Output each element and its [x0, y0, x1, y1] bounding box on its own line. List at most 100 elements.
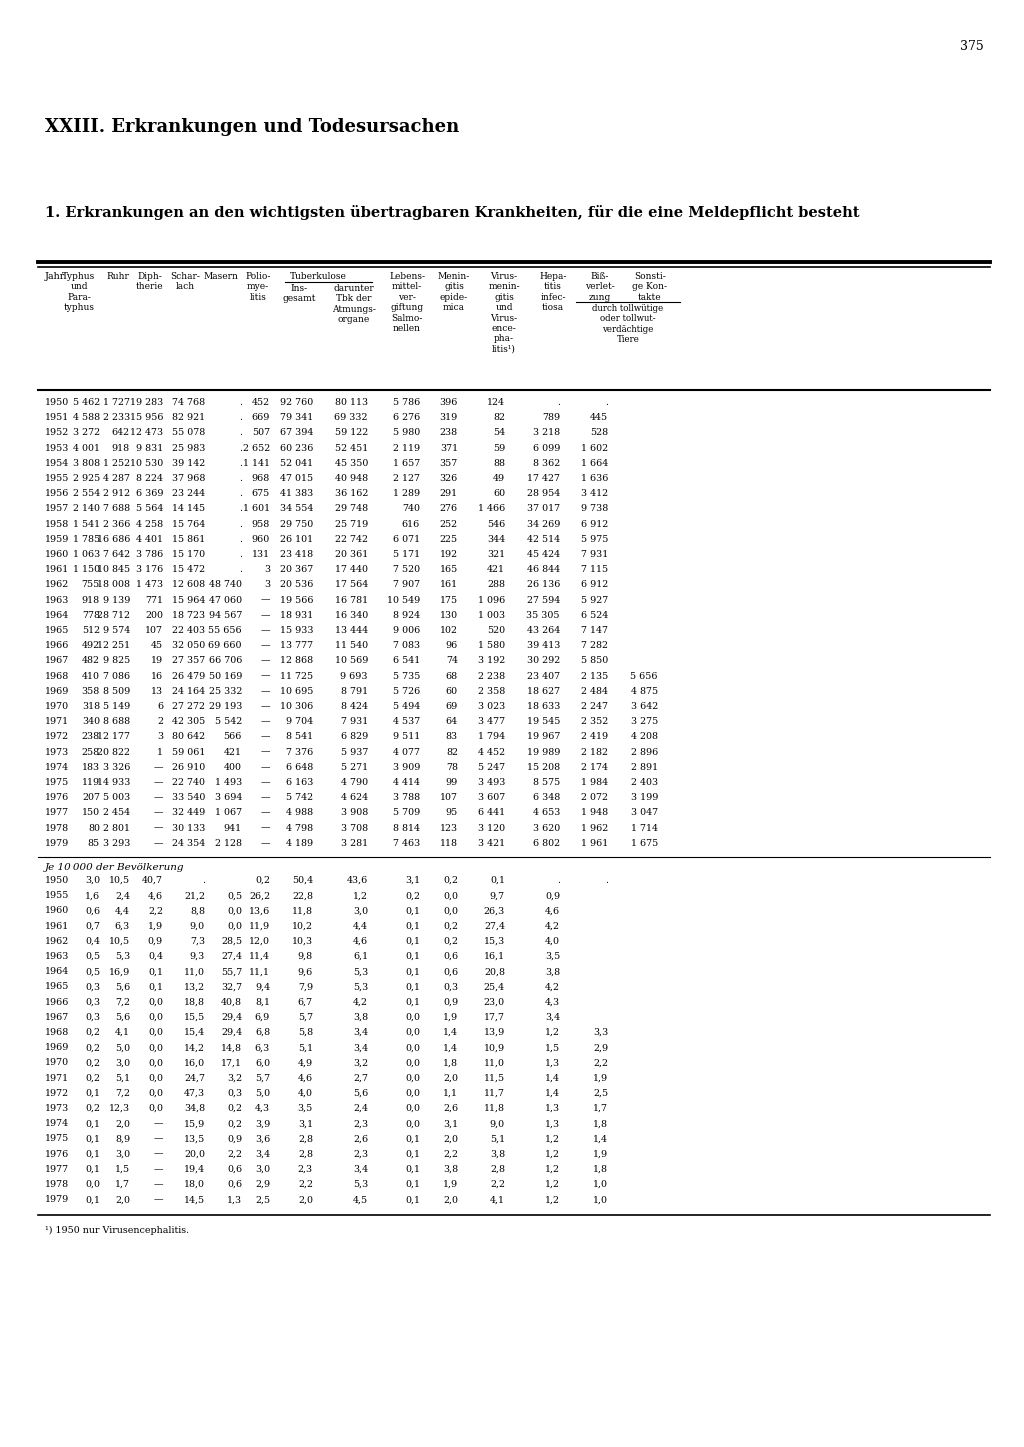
- Text: 1965: 1965: [45, 983, 70, 991]
- Text: 1966: 1966: [45, 641, 70, 650]
- Text: —: —: [154, 793, 163, 802]
- Text: 10,5: 10,5: [109, 875, 130, 886]
- Text: 11,5: 11,5: [484, 1074, 505, 1082]
- Text: 507: 507: [252, 428, 270, 437]
- Text: 1967: 1967: [45, 1013, 70, 1022]
- Text: 10 306: 10 306: [280, 702, 313, 710]
- Text: 22 740: 22 740: [172, 778, 205, 787]
- Text: 2,8: 2,8: [490, 1165, 505, 1174]
- Text: 6 541: 6 541: [393, 657, 420, 666]
- Text: 47 060: 47 060: [209, 596, 242, 605]
- Text: .: .: [239, 566, 242, 574]
- Text: 0,1: 0,1: [85, 1165, 100, 1174]
- Text: 0,3: 0,3: [442, 983, 458, 991]
- Text: 15,9: 15,9: [183, 1119, 205, 1129]
- Text: 11,4: 11,4: [249, 952, 270, 961]
- Text: 2 419: 2 419: [581, 732, 608, 741]
- Text: 6 163: 6 163: [286, 778, 313, 787]
- Text: 69 332: 69 332: [335, 414, 368, 423]
- Text: 4,6: 4,6: [545, 906, 560, 916]
- Text: 20 367: 20 367: [280, 566, 313, 574]
- Text: 80: 80: [88, 823, 100, 832]
- Text: 29 750: 29 750: [280, 519, 313, 528]
- Text: 2,9: 2,9: [255, 1179, 270, 1189]
- Text: Virus-
menin-
gitis
und
Virus-
ence-
pha-
litis¹): Virus- menin- gitis und Virus- ence- pha…: [488, 272, 520, 355]
- Text: —: —: [260, 809, 270, 818]
- Text: 18,0: 18,0: [184, 1179, 205, 1189]
- Text: 11 540: 11 540: [335, 641, 368, 650]
- Text: 1 984: 1 984: [581, 778, 608, 787]
- Text: 16,1: 16,1: [484, 952, 505, 961]
- Text: 11,8: 11,8: [484, 1104, 505, 1113]
- Text: 9 006: 9 006: [393, 627, 420, 635]
- Text: 3 642: 3 642: [631, 702, 658, 710]
- Text: 2,2: 2,2: [148, 906, 163, 916]
- Text: 59: 59: [493, 444, 505, 453]
- Text: 46 844: 46 844: [527, 566, 560, 574]
- Text: 1960: 1960: [45, 550, 70, 559]
- Text: 14,8: 14,8: [221, 1043, 242, 1052]
- Text: 150: 150: [82, 809, 100, 818]
- Text: .: .: [605, 875, 608, 886]
- Text: 11 725: 11 725: [280, 671, 313, 680]
- Text: 161: 161: [440, 580, 458, 589]
- Text: 52 451: 52 451: [335, 444, 368, 453]
- Text: 400: 400: [224, 763, 242, 771]
- Text: 192: 192: [440, 550, 458, 559]
- Text: 358: 358: [82, 687, 100, 696]
- Text: 9,6: 9,6: [298, 967, 313, 977]
- Text: 15 933: 15 933: [280, 627, 313, 635]
- Text: —: —: [260, 718, 270, 726]
- Text: 0,3: 0,3: [227, 1088, 242, 1098]
- Text: 15 764: 15 764: [172, 519, 205, 528]
- Text: 0,2: 0,2: [443, 922, 458, 930]
- Text: 1962: 1962: [45, 580, 70, 589]
- Text: 3,1: 3,1: [298, 1119, 313, 1129]
- Text: 41 383: 41 383: [280, 489, 313, 498]
- Text: Je 10 000 der Bevölkerung: Je 10 000 der Bevölkerung: [45, 862, 184, 873]
- Text: 1979: 1979: [45, 839, 70, 848]
- Text: 3 607: 3 607: [478, 793, 505, 802]
- Text: 74 768: 74 768: [172, 398, 205, 407]
- Text: 14,5: 14,5: [184, 1195, 205, 1204]
- Text: 1,2: 1,2: [545, 1195, 560, 1204]
- Text: 0,1: 0,1: [406, 922, 420, 930]
- Text: 9 704: 9 704: [286, 718, 313, 726]
- Text: 318: 318: [82, 702, 100, 710]
- Text: 960: 960: [252, 535, 270, 544]
- Text: .: .: [557, 398, 560, 407]
- Text: 21,2: 21,2: [184, 891, 205, 900]
- Text: 0,5: 0,5: [85, 967, 100, 977]
- Text: 1. Erkrankungen an den wichtigsten übertragbaren Krankheiten, für die eine Melde: 1. Erkrankungen an den wichtigsten übert…: [45, 205, 859, 220]
- Text: 421: 421: [224, 748, 242, 757]
- Text: 1975: 1975: [45, 1134, 70, 1143]
- Text: 2 554: 2 554: [73, 489, 100, 498]
- Text: 39 142: 39 142: [172, 459, 205, 467]
- Text: 1 601: 1 601: [243, 505, 270, 514]
- Text: 0,9: 0,9: [545, 891, 560, 900]
- Text: 27 357: 27 357: [172, 657, 205, 666]
- Text: 4,3: 4,3: [255, 1104, 270, 1113]
- Text: 37 017: 37 017: [527, 505, 560, 514]
- Text: 13,9: 13,9: [483, 1027, 505, 1037]
- Text: 3,3: 3,3: [593, 1027, 608, 1037]
- Text: 9,4: 9,4: [255, 983, 270, 991]
- Text: 1 067: 1 067: [215, 809, 242, 818]
- Text: 7 907: 7 907: [393, 580, 420, 589]
- Text: 6 071: 6 071: [393, 535, 420, 544]
- Text: 2,6: 2,6: [442, 1104, 458, 1113]
- Text: 67 394: 67 394: [280, 428, 313, 437]
- Text: 3 023: 3 023: [478, 702, 505, 710]
- Text: 40,7: 40,7: [142, 875, 163, 886]
- Text: 5,8: 5,8: [298, 1027, 313, 1037]
- Text: 10 549: 10 549: [387, 596, 420, 605]
- Text: 1 141: 1 141: [243, 459, 270, 467]
- Text: 2,5: 2,5: [593, 1088, 608, 1098]
- Text: 1,2: 1,2: [545, 1149, 560, 1159]
- Text: 2 925: 2 925: [73, 475, 100, 483]
- Text: 1,7: 1,7: [593, 1104, 608, 1113]
- Text: 0,0: 0,0: [406, 1088, 420, 1098]
- Text: 3: 3: [157, 732, 163, 741]
- Text: 4,6: 4,6: [147, 891, 163, 900]
- Text: 82: 82: [446, 748, 458, 757]
